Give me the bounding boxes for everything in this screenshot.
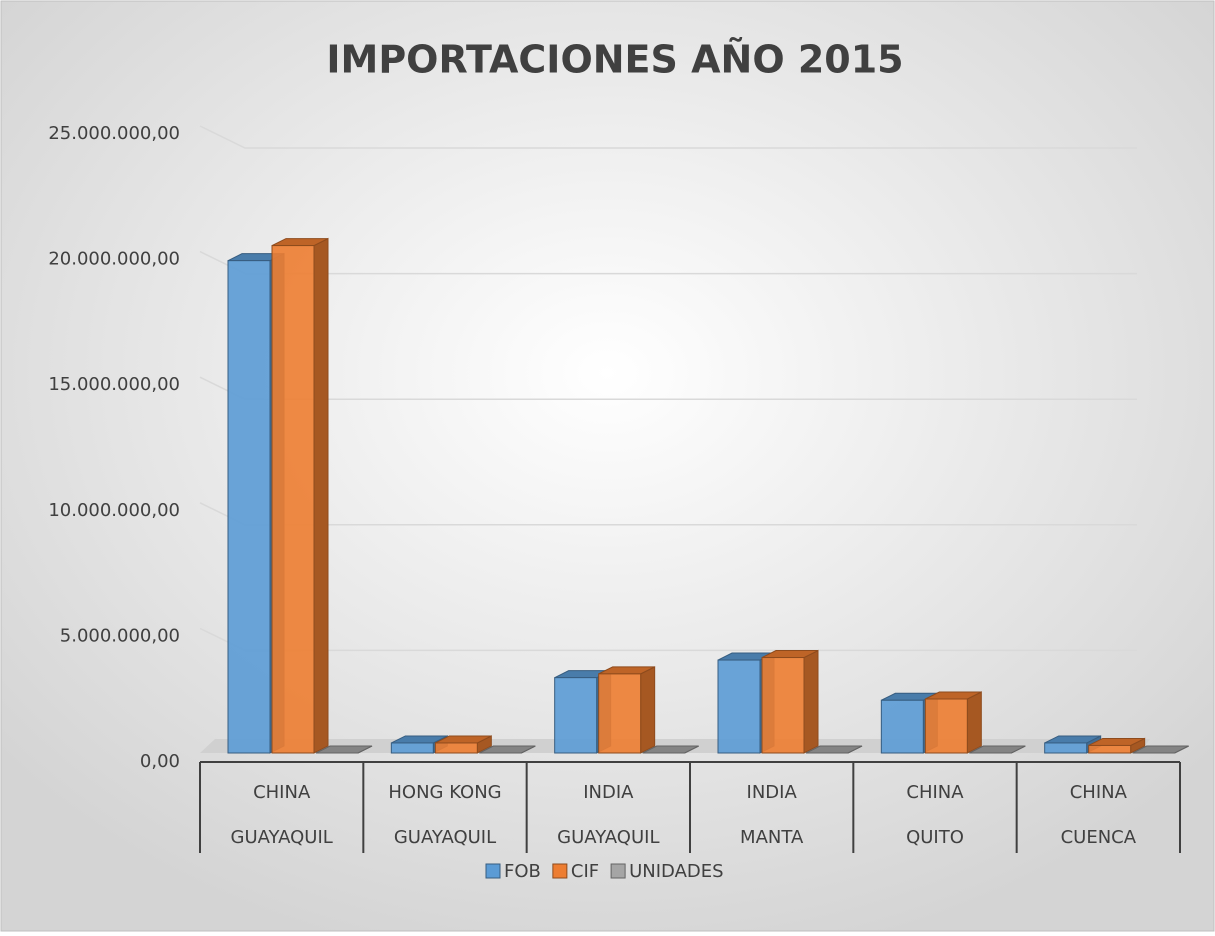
legend-swatch xyxy=(610,863,626,879)
legend-label: CIF xyxy=(571,861,599,882)
y-tick-label: 5.000.000,00 xyxy=(60,625,180,646)
bar xyxy=(479,745,536,754)
x-tick-label: INDIA xyxy=(747,782,798,803)
bar-face xyxy=(717,659,761,754)
bar xyxy=(642,745,699,754)
x-tick-label: HONG KONG xyxy=(388,782,501,803)
bar-face xyxy=(969,745,1026,754)
legend-swatch xyxy=(552,863,568,879)
bar xyxy=(271,237,329,754)
x-tick-label: CHINA xyxy=(253,782,311,803)
bar xyxy=(1132,745,1189,754)
bar-face xyxy=(640,666,656,754)
legend-swatch xyxy=(485,863,501,879)
chart-title: IMPORTACIONES AÑO 2015 xyxy=(326,38,903,82)
y-tick-label: 15.000.000,00 xyxy=(48,374,180,395)
bar-face xyxy=(924,698,968,754)
x-tick-label: CHINA xyxy=(906,782,964,803)
bar-face xyxy=(805,745,863,754)
x-tick-label: GUAYAQUIL xyxy=(557,827,659,848)
legend-label: FOB xyxy=(504,861,541,882)
bar-face xyxy=(1044,742,1088,754)
bar-face xyxy=(598,673,642,754)
x-tick-label: CUENCA xyxy=(1061,827,1137,848)
y-tick-label: 0,00 xyxy=(140,751,180,772)
x-tick-label: GUAYAQUIL xyxy=(394,827,496,848)
bar-face xyxy=(479,745,536,754)
bar-face xyxy=(271,245,315,754)
bar xyxy=(1088,737,1146,754)
x-tick-label: QUITO xyxy=(906,827,964,848)
bar-face xyxy=(803,649,819,754)
bar-face xyxy=(434,742,478,754)
bar-face xyxy=(880,699,924,754)
bar-face xyxy=(315,745,373,754)
grid-line xyxy=(199,125,1137,149)
bar-face xyxy=(227,260,271,754)
bar-face xyxy=(1132,745,1189,754)
bar-face xyxy=(1088,744,1132,754)
bar-face xyxy=(966,691,982,754)
y-tick-label: 25.000.000,00 xyxy=(48,123,180,144)
bar-face xyxy=(390,742,434,754)
bar xyxy=(598,666,656,754)
y-tick-label: 20.000.000,00 xyxy=(48,249,180,270)
bar-face xyxy=(313,237,329,754)
x-tick-label: CHINA xyxy=(1070,782,1128,803)
x-tick-label: MANTA xyxy=(740,827,804,848)
bar-face xyxy=(642,745,699,754)
bar xyxy=(805,745,863,754)
legend-label: UNIDADES xyxy=(629,861,723,882)
bar xyxy=(434,735,492,754)
bar-face xyxy=(554,677,598,754)
bar xyxy=(969,745,1026,754)
y-tick-label: 10.000.000,00 xyxy=(48,500,180,521)
bar xyxy=(315,745,373,754)
bar-face xyxy=(761,657,805,754)
bar xyxy=(761,649,819,754)
x-tick-label: INDIA xyxy=(583,782,634,803)
bar xyxy=(924,691,982,754)
x-tick-label: GUAYAQUIL xyxy=(231,827,333,848)
